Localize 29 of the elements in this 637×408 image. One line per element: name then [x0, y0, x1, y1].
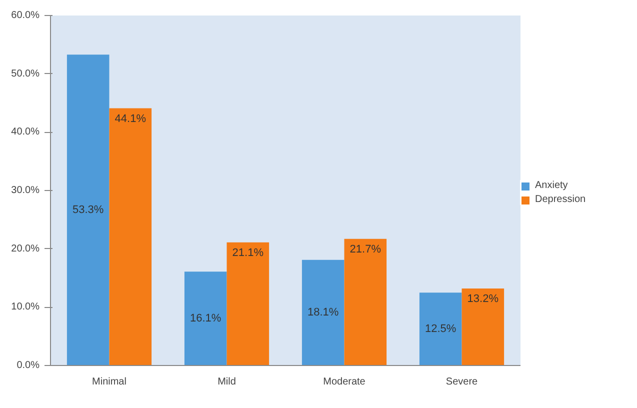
bar — [462, 288, 504, 366]
bar — [66, 54, 110, 366]
data-label: 13.2% — [467, 293, 499, 305]
legend-label: Depression — [535, 194, 586, 205]
y-tick-label: 10.0% — [11, 302, 40, 313]
y-tick-label: 20.0% — [11, 243, 40, 254]
data-label: 12.5% — [425, 323, 456, 336]
bar — [302, 260, 344, 366]
y-tick-label: 40.0% — [11, 126, 40, 138]
bar — [184, 272, 227, 366]
legend-label: Anxiety — [535, 180, 568, 191]
y-tick-label: 60.0% — [11, 10, 40, 21]
x-tick-label: Severe — [446, 376, 478, 388]
data-label: 21.1% — [232, 246, 264, 259]
data-label: 18.1% — [308, 306, 339, 319]
y-tick-label: 0.0% — [16, 360, 40, 371]
x-tick-label: Mild — [218, 376, 236, 388]
data-label: 21.7% — [350, 243, 382, 256]
bar — [419, 292, 462, 366]
y-tick-label: 30.0% — [11, 185, 40, 196]
x-tick-label: Minimal — [92, 376, 126, 388]
data-label: 44.1% — [114, 112, 146, 125]
bar — [226, 242, 270, 366]
x-tick-label: Moderate — [323, 376, 366, 388]
data-label: 16.1% — [190, 312, 222, 325]
bar — [344, 238, 387, 366]
bar — [109, 108, 152, 366]
y-tick-label: 50.0% — [11, 68, 40, 80]
data-label: 53.3% — [72, 204, 104, 216]
